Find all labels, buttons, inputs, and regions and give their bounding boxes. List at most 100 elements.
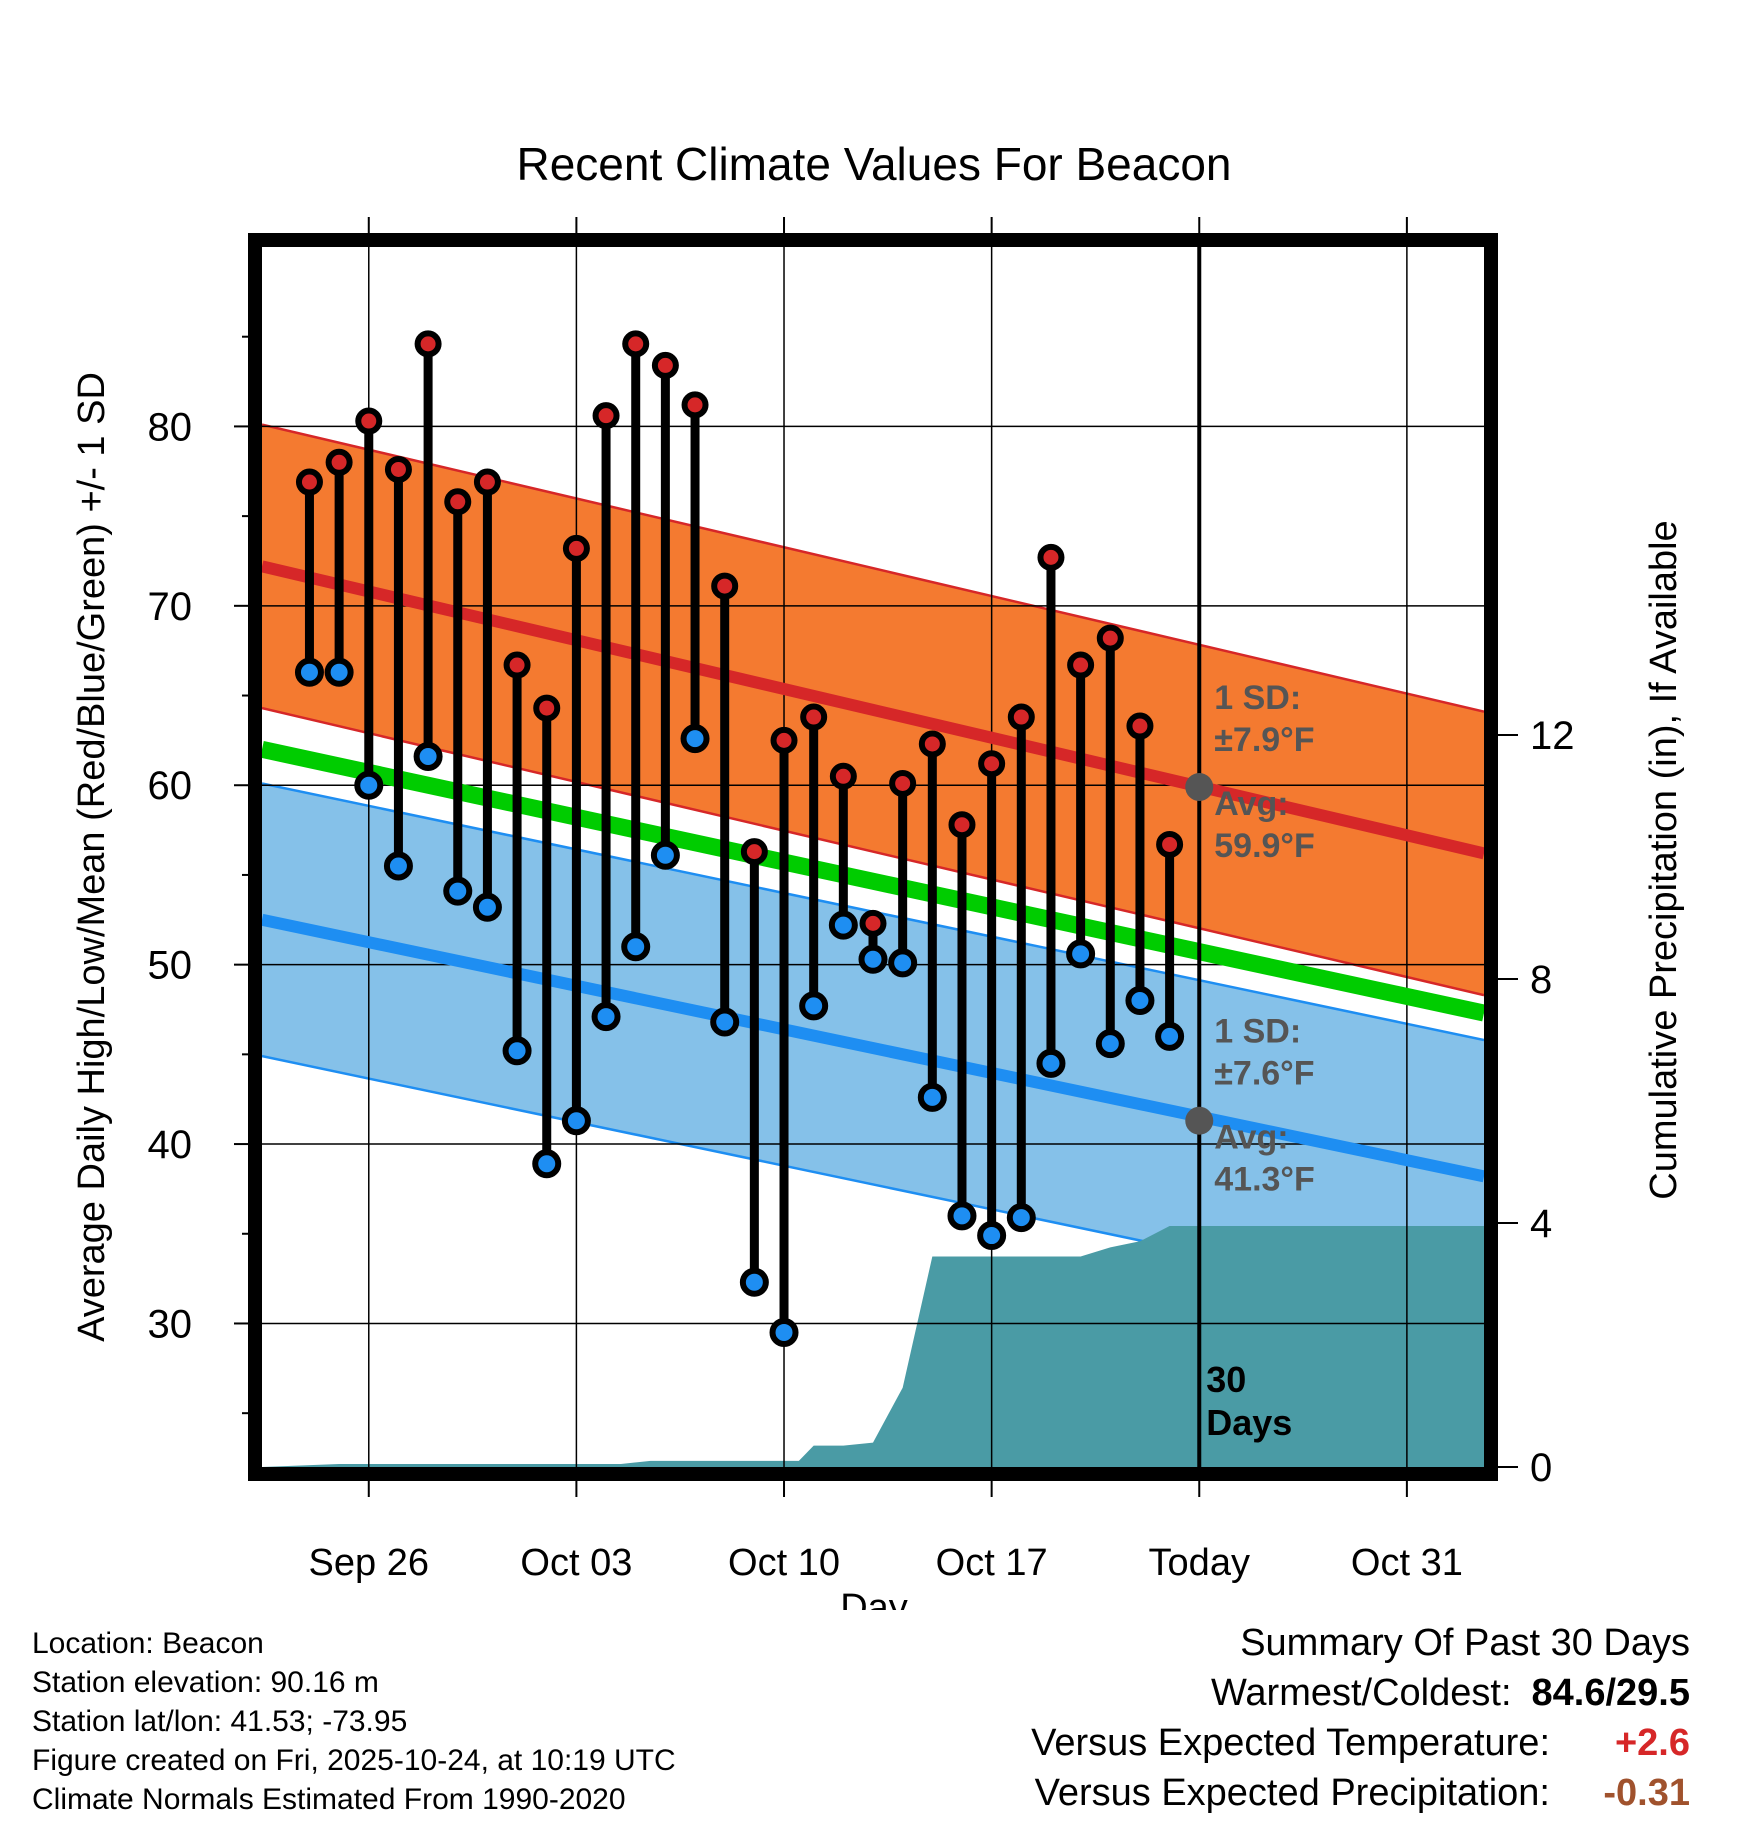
climate-chart: Recent Climate Values For Beacon 1 SD: ±7… [71,138,1685,1610]
low-temp-point [294,657,324,687]
x-tick-label: Sep 26 [309,1542,429,1584]
temp-label: Versus Expected Temperature: [1031,1722,1550,1764]
latlon-text: Station lat/lon: 41.53; -73.95 [32,1705,408,1738]
high-normal-upper-sd-line [262,423,1484,713]
low-temp-point [591,1002,621,1032]
x-tick-label: Oct 17 [936,1542,1048,1584]
low-temp-point [858,944,888,974]
y2-tick-label: 4 [1530,1202,1552,1246]
low-temp-point [977,1221,1007,1251]
high-temp-point [1156,830,1184,858]
low-temp-point [1036,1048,1066,1078]
low-temp-point [1006,1203,1036,1233]
high-temp-point [444,488,472,516]
high-temp-point [770,726,798,754]
low-temp-point [739,1267,769,1297]
y-tick-label: 50 [148,944,193,988]
high-temp-point [503,651,531,679]
y2-tick-label: 12 [1530,714,1575,758]
low-temp-point [947,1201,977,1231]
precip-label: Versus Expected Precipitation: [1034,1772,1550,1814]
high-temp-point [651,351,679,379]
low-temp-point [1095,1029,1125,1059]
x-tick-label: Oct 10 [728,1542,840,1584]
low-temp-point [502,1036,532,1066]
high-normal-lower-sd-line [262,706,1484,997]
mean-normal-line [262,741,1484,1022]
low-avg-marker [1185,1106,1214,1135]
high-temp-point [384,455,412,483]
low-temp-point [1125,986,1155,1016]
summary-panel: Summary Of Past 30 Days Warmest/Coldest:… [1031,1618,1690,1818]
high-temp-point [592,402,620,430]
low-temp-point [1155,1021,1185,1051]
high-sd-label: 1 SD: [1214,679,1301,717]
plot-area: 1 SD: ±7.9°F Avg: 59.9°F 1 SD: ±7.6°F Avg: 41.3… [71,217,1685,1584]
high-temp-point [918,730,946,758]
low-avg-value: 41.3°F [1214,1161,1315,1199]
low-temp-point [710,1007,740,1037]
high-temp-point [948,811,976,839]
high-temp-point [681,391,709,419]
y2-axis-label: Cumulative Precipitation (in), If Availa… [1643,520,1685,1199]
high-avg-marker [1185,773,1214,802]
low-temp-point [917,1082,947,1112]
low-temp-point [413,742,443,772]
high-temp-point [1126,712,1154,740]
high-temp-point [355,407,383,435]
high-temp-point [414,330,442,358]
x-tick-label: Oct 31 [1351,1542,1463,1584]
high-temp-point [859,909,887,937]
low-sd-value: ±7.6°F [1214,1055,1314,1093]
y-tick-label: 60 [148,764,193,808]
summary-row-temp: Versus Expected Temperature: +2.6 [1031,1718,1690,1768]
today-days-label: Days [1206,1402,1292,1443]
warmest-value: 84.6/29.5 [1531,1672,1690,1714]
high-temp-point [978,750,1006,778]
low-temp-point [769,1317,799,1347]
low-temp-point [532,1149,562,1179]
high-temp-point [473,468,501,496]
high-temp-point [295,468,323,496]
high-avg-label: Avg: [1214,785,1288,823]
warmest-label: Warmest/Coldest: [1210,1672,1512,1714]
y-axis-label: Average Daily High/Low/Mean (Red/Blue/Gr… [71,372,113,1342]
low-temp-point [354,770,384,800]
y2-tick-label: 0 [1530,1446,1552,1490]
high-temp-point [1067,651,1095,679]
low-temp-point [621,932,651,962]
high-temp-point [1096,624,1124,652]
high-temp-point [740,838,768,866]
low-temp-point [472,892,502,922]
high-temp-point [800,703,828,731]
y-tick-label: 80 [148,405,193,449]
created-text: Figure created on Fri, 2025-10-24, at 10… [32,1744,676,1777]
high-temp-point [711,572,739,600]
x-axis-label: Day [840,1587,908,1610]
low-temp-point [888,948,918,978]
low-temp-point [561,1106,591,1136]
low-temp-point [383,851,413,881]
summary-row-precip: Versus Expected Precipitation: -0.31 [1031,1768,1690,1818]
precip-value: -0.31 [1603,1772,1690,1814]
elevation-text: Station elevation: 90.16 m [32,1666,379,1699]
low-sd-label: 1 SD: [1214,1013,1301,1051]
low-temp-point [799,991,829,1021]
y-tick-label: 30 [148,1302,193,1346]
today-days-count: 30 [1206,1359,1246,1400]
high-temp-point [622,330,650,358]
low-temp-point [1066,939,1096,969]
high-temp-point [1037,543,1065,571]
low-normal-line [262,913,1484,1183]
temp-value: +2.6 [1614,1722,1690,1764]
high-temp-point [562,534,590,562]
high-sd-value: ±7.9°F [1214,721,1314,759]
low-temp-point [680,724,710,754]
high-normal-line [262,560,1484,860]
station-info: Location: Beacon Station elevation: 90.1… [32,1624,676,1819]
summary-row-warmest: Warmest/Coldest: 84.6/29.5 [1031,1668,1690,1718]
high-temp-point [533,694,561,722]
summary-title: Summary Of Past 30 Days [1240,1622,1690,1664]
low-avg-label: Avg: [1214,1119,1288,1157]
high-temp-point [889,769,917,797]
